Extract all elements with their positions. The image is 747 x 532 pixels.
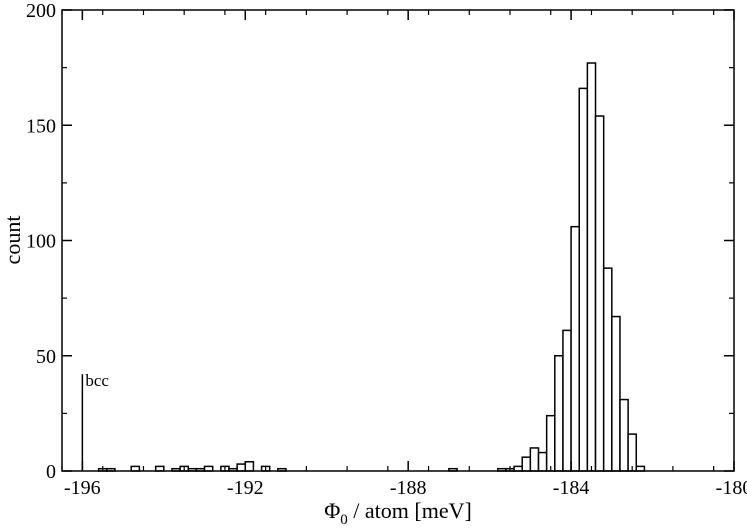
histogram-bar xyxy=(562,329,572,472)
y-tick-label: 0 xyxy=(46,461,56,483)
x-ticks-group: -196 -192 -188 -184 -180 xyxy=(61,10,747,499)
histogram-bar xyxy=(594,115,605,472)
x-tick-label: -184 xyxy=(553,477,590,499)
x-tick-label: -196 xyxy=(64,477,101,499)
histogram-bar xyxy=(244,461,255,472)
histogram-bar xyxy=(570,225,580,472)
x-tick-label: -192 xyxy=(227,477,264,499)
spike-group: bcc xyxy=(81,371,109,471)
x-axis-subscript: 0 xyxy=(340,512,348,528)
y-tick-label: 200 xyxy=(26,0,56,22)
plot-frame xyxy=(61,9,735,472)
x-axis-title: Φ0 / atom [meV] xyxy=(324,498,472,528)
x-axis-symbol: Φ xyxy=(324,498,340,523)
histogram-bar xyxy=(236,463,247,472)
x-axis-unit: / atom [meV] xyxy=(348,498,472,523)
histogram-bar xyxy=(611,315,621,472)
y-tick-label: 150 xyxy=(26,115,56,137)
y-tick-label: 100 xyxy=(26,231,56,253)
histogram-bar xyxy=(578,87,589,472)
histogram-bar xyxy=(627,433,638,472)
histogram-bar xyxy=(521,456,532,472)
x-tick-label: -188 xyxy=(390,477,427,499)
histogram-bar xyxy=(554,355,564,472)
bcc-annotation: bcc xyxy=(85,371,109,390)
histogram-bar xyxy=(529,447,540,472)
y-tick-label: 50 xyxy=(36,346,56,368)
histogram-bar xyxy=(537,451,548,472)
histogram-bar xyxy=(602,267,613,472)
y-ticks-group: 0 50 100 150 200 xyxy=(26,0,734,483)
histogram-bar xyxy=(586,62,597,472)
y-axis-title: count xyxy=(0,216,25,265)
bars-group xyxy=(97,62,646,472)
x-tick-label: -180 xyxy=(716,477,747,499)
histogram-bar xyxy=(545,414,556,472)
histogram-bar xyxy=(619,398,629,472)
